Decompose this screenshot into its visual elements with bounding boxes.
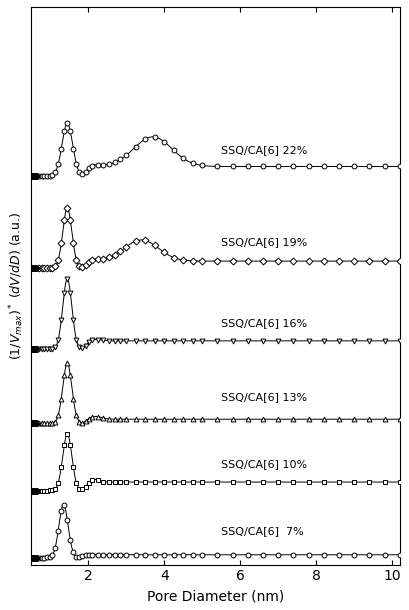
X-axis label: Pore Diameter (nm): Pore Diameter (nm) bbox=[147, 589, 284, 603]
Text: SSQ/CA[6]  7%: SSQ/CA[6] 7% bbox=[221, 526, 304, 536]
Text: SSQ/CA[6] 22%: SSQ/CA[6] 22% bbox=[221, 145, 308, 155]
Text: SSQ/CA[6] 16%: SSQ/CA[6] 16% bbox=[221, 318, 307, 328]
Text: SSQ/CA[6] 19%: SSQ/CA[6] 19% bbox=[221, 237, 308, 247]
Y-axis label: $(1/V_{max})^*$ $(dV/dD)$ (a.u.): $(1/V_{max})^*$ $(dV/dD)$ (a.u.) bbox=[7, 212, 26, 360]
Text: SSQ/CA[6] 10%: SSQ/CA[6] 10% bbox=[221, 459, 307, 469]
Text: SSQ/CA[6] 13%: SSQ/CA[6] 13% bbox=[221, 392, 307, 402]
